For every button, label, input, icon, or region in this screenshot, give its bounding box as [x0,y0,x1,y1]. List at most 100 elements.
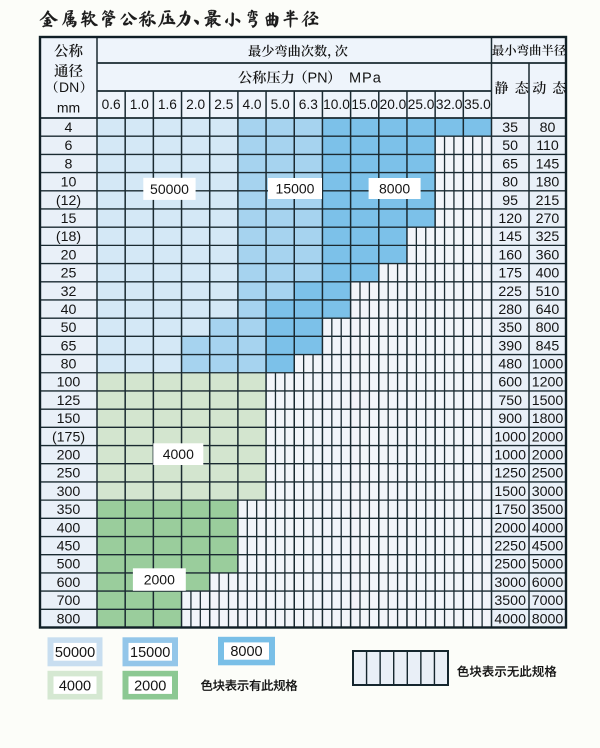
svg-text:95: 95 [502,193,518,209]
svg-text:(18): (18) [56,229,81,245]
svg-text:2500: 2500 [532,466,564,482]
svg-text:25: 25 [61,266,77,282]
svg-text:2.0: 2.0 [186,97,205,112]
svg-text:1500: 1500 [532,393,564,409]
svg-text:50000: 50000 [55,645,95,661]
svg-text:8: 8 [65,156,73,172]
svg-text:8000: 8000 [230,644,262,660]
svg-text:845: 845 [536,338,560,354]
svg-text:20.0: 20.0 [380,97,407,112]
svg-text:(175): (175) [52,429,85,445]
svg-text:15.0: 15.0 [351,97,378,112]
svg-text:25.0: 25.0 [408,97,435,112]
svg-text:700: 700 [57,593,81,609]
svg-text:1000: 1000 [532,357,564,373]
svg-text:PN: PN [308,71,328,87]
svg-text:35.0: 35.0 [464,97,491,112]
svg-text:110: 110 [536,138,559,154]
svg-text:5.0: 5.0 [271,97,290,112]
svg-text:40: 40 [61,302,77,318]
svg-text:1800: 1800 [532,411,564,427]
svg-text:50: 50 [502,138,518,154]
svg-text:4: 4 [65,120,73,136]
svg-text:15000: 15000 [276,181,315,197]
svg-text:1.0: 1.0 [130,97,149,112]
svg-text:600: 600 [57,575,81,591]
svg-text:100: 100 [57,375,81,391]
svg-text:80: 80 [540,120,556,136]
svg-text:32.0: 32.0 [436,97,463,112]
svg-text:175: 175 [498,266,522,282]
svg-text:500: 500 [57,557,81,573]
svg-text:160: 160 [498,247,522,263]
svg-text:3000: 3000 [494,575,526,591]
svg-text:360: 360 [536,247,560,263]
svg-text:150: 150 [57,411,81,427]
svg-text:2000: 2000 [532,429,564,445]
svg-text:80: 80 [502,175,518,191]
svg-text:65: 65 [61,338,77,354]
svg-text:4000: 4000 [59,678,91,694]
svg-text:400: 400 [57,520,81,536]
svg-text:15000: 15000 [130,645,170,661]
svg-text:4500: 4500 [532,539,564,555]
svg-text:120: 120 [498,211,522,227]
svg-text:280: 280 [498,302,522,318]
svg-text:640: 640 [536,302,560,318]
svg-text:mm: mm [57,100,80,116]
svg-text:350: 350 [498,320,522,336]
svg-text:65: 65 [502,156,518,172]
svg-text:510: 510 [536,284,560,300]
svg-text:5000: 5000 [532,557,564,573]
svg-text:2000: 2000 [532,448,564,464]
svg-text:3500: 3500 [532,502,564,518]
svg-text:350: 350 [57,502,81,518]
svg-text:800: 800 [57,611,81,627]
svg-text:390: 390 [498,338,522,354]
svg-text:DN: DN [59,79,79,95]
svg-text:80: 80 [61,357,77,373]
svg-text:270: 270 [536,211,560,227]
svg-text:400: 400 [536,266,560,282]
svg-text:1.6: 1.6 [158,97,177,112]
svg-text:0.6: 0.6 [102,97,121,112]
svg-text:800: 800 [536,320,560,336]
svg-text:35: 35 [502,120,518,136]
svg-text:3000: 3000 [532,484,564,500]
svg-text:1200: 1200 [532,375,564,391]
svg-text:215: 215 [536,193,560,209]
svg-text:6: 6 [65,138,73,154]
svg-text:750: 750 [498,393,522,409]
svg-text:300: 300 [57,484,81,500]
svg-text:6000: 6000 [532,575,564,591]
svg-text:600: 600 [498,375,522,391]
svg-text:2500: 2500 [494,557,526,573]
svg-text:180: 180 [536,175,560,191]
svg-text:4.0: 4.0 [242,97,261,112]
svg-text:10: 10 [61,175,77,191]
svg-text:325: 325 [536,229,560,245]
svg-text:450: 450 [57,539,81,555]
svg-text:200: 200 [57,448,81,464]
svg-text:15: 15 [61,211,77,227]
svg-text:2250: 2250 [494,539,526,555]
svg-text:4000: 4000 [494,611,526,627]
svg-text:3500: 3500 [494,593,526,609]
svg-text:7000: 7000 [532,593,564,609]
svg-text:MPa: MPa [349,71,382,87]
svg-text:900: 900 [498,411,522,427]
svg-text:4000: 4000 [532,520,564,536]
svg-text:8000: 8000 [532,611,564,627]
svg-text:10.0: 10.0 [323,97,350,112]
svg-text:(12): (12) [56,193,81,209]
svg-text:4000: 4000 [163,446,194,462]
svg-text:225: 225 [498,284,522,300]
svg-text:2000: 2000 [494,520,526,536]
svg-text:32: 32 [61,284,77,300]
svg-text:50: 50 [61,320,77,336]
svg-text:6.3: 6.3 [299,97,318,112]
svg-text:1500: 1500 [494,484,526,500]
svg-text:145: 145 [498,229,522,245]
svg-text:250: 250 [57,466,81,482]
svg-text:50000: 50000 [150,181,189,197]
